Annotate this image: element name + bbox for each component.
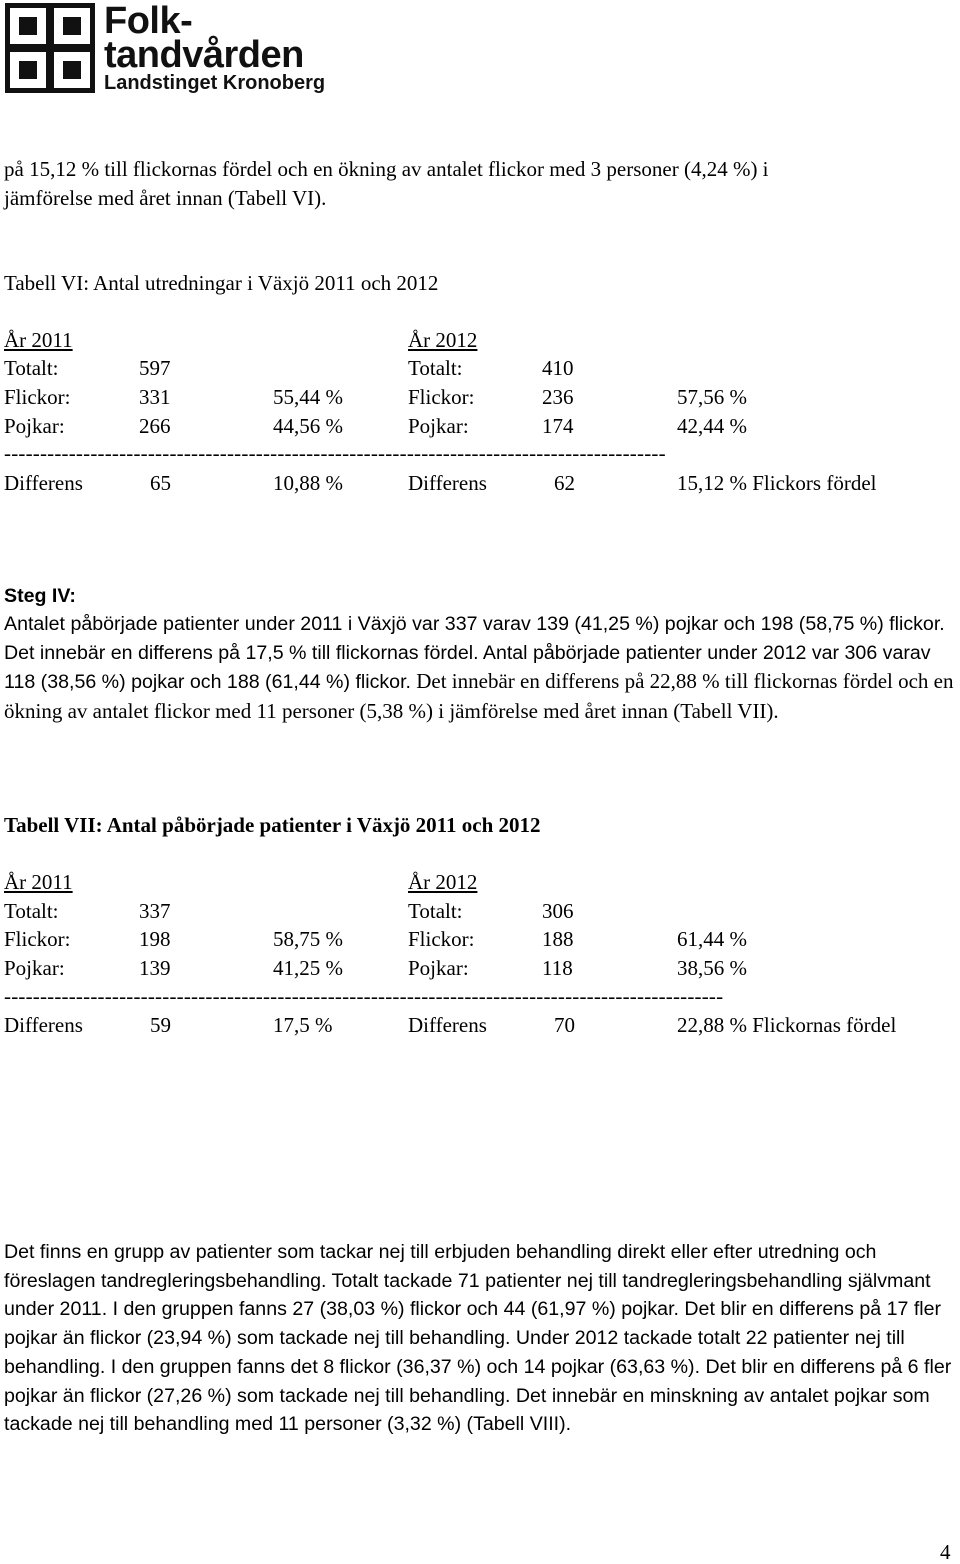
table-6-diff-pct-2012: 15,12 % Flickors fördel xyxy=(677,471,877,495)
table-7-pojkar-2011: 139 xyxy=(139,956,171,980)
table-7-pojkar-label-2012: Pojkar: xyxy=(408,956,469,980)
table-7-totalt-label-2011: Totalt: xyxy=(4,899,59,923)
table-7-flickor-label-2012: Flickor: xyxy=(408,927,475,951)
table-6-diff-label-2012: Differens xyxy=(408,471,487,495)
table-7-pojkar-label-2011: Pojkar: xyxy=(4,956,65,980)
table-6-pojkar-label-2012: Pojkar: xyxy=(408,414,469,438)
table-7-diff-label-2011: Differens xyxy=(4,1013,83,1037)
folktandvarden-logo-icon xyxy=(5,3,95,93)
table-7-totalt-label-2012: Totalt: xyxy=(408,899,463,923)
table-7-diff-2011: 59 xyxy=(150,1013,171,1037)
table-6-header-2012: År 2012 xyxy=(408,328,478,352)
table-7-pojkar-pct-2012: 38,56 % xyxy=(677,956,747,980)
page-number: 4 xyxy=(940,1540,951,1564)
table-6-pojkar-2011: 266 xyxy=(139,414,171,438)
table-7-header-2012: År 2012 xyxy=(408,870,478,894)
table-7-totalt-2011: 337 xyxy=(139,899,171,923)
table-6-header-2011: År 2011 xyxy=(4,328,73,352)
table-6-flickor-pct-2011: 55,44 % xyxy=(273,385,343,409)
table-6-title: Tabell VI: Antal utredningar i Växjö 201… xyxy=(4,271,439,295)
table-7-diff-pct-2012: 22,88 % Flickornas fördel xyxy=(677,1013,897,1037)
table-6-pojkar-2012: 174 xyxy=(542,414,574,438)
table-7-flickor-pct-2011: 58,75 % xyxy=(273,927,343,951)
table-6-totalt-2012: 410 xyxy=(542,356,574,380)
table-6-diff-2012: 62 xyxy=(554,471,575,495)
table-6-diff-pct-2011: 10,88 % xyxy=(273,471,343,495)
table-7-flickor-2011: 198 xyxy=(139,927,171,951)
intro-line-2: jämförelse med året innan (Tabell VI). xyxy=(4,186,327,210)
table-7-flickor-pct-2012: 61,44 % xyxy=(677,927,747,951)
table-6-flickor-2012: 236 xyxy=(542,385,574,409)
table-6-totalt-label-2012: Totalt: xyxy=(408,356,463,380)
table-6-separator: ----------------------------------------… xyxy=(4,443,666,464)
table-7-header-2011: År 2011 xyxy=(4,870,73,894)
steg-4-paragraph: Antalet påbörjade patienter under 2011 i… xyxy=(4,610,954,727)
table-6-pojkar-label-2011: Pojkar: xyxy=(4,414,65,438)
table-6-flickor-2011: 331 xyxy=(139,385,171,409)
table-7-pojkar-pct-2011: 41,25 % xyxy=(273,956,343,980)
table-7-title: Tabell VII: Antal påbörjade patienter i … xyxy=(4,813,541,837)
table-7-totalt-2012: 306 xyxy=(542,899,574,923)
table-6-flickor-label-2011: Flickor: xyxy=(4,385,71,409)
table-7-flickor-2012: 188 xyxy=(542,927,574,951)
table-6-flickor-pct-2012: 57,56 % xyxy=(677,385,747,409)
intro-line-1: på 15,12 % till flickornas fördel och en… xyxy=(4,157,769,181)
table-6-totalt-label-2011: Totalt: xyxy=(4,356,59,380)
table-6-flickor-label-2012: Flickor: xyxy=(408,385,475,409)
steg-4-text-part-1: Antalet påbörjade patienter under 2011 i… xyxy=(4,613,945,694)
table-6-diff-label-2011: Differens xyxy=(4,471,83,495)
table-6-pojkar-pct-2011: 44,56 % xyxy=(273,414,343,438)
steg-4-text-part-2: Det innebär en differens på 22,88 % till… xyxy=(4,669,954,724)
logo-line-2: tandvården xyxy=(104,34,304,76)
steg-4-heading: Steg IV: xyxy=(4,585,76,607)
logo-line-3: Landstinget Kronoberg xyxy=(104,72,326,94)
table-6-pojkar-pct-2012: 42,44 % xyxy=(677,414,747,438)
table-7-pojkar-2012: 118 xyxy=(542,956,573,980)
table-7-diff-label-2012: Differens xyxy=(408,1013,487,1037)
table-6-diff-2011: 65 xyxy=(150,471,171,495)
table-7-diff-pct-2011: 17,5 % xyxy=(273,1013,333,1037)
table-7-diff-2012: 70 xyxy=(554,1013,575,1037)
logo-line-1: Folk- xyxy=(104,0,193,42)
table-6-totalt-2011: 597 xyxy=(139,356,171,380)
closing-paragraph: Det finns en grupp av patienter som tack… xyxy=(4,1241,952,1436)
table-7-flickor-label-2011: Flickor: xyxy=(4,927,71,951)
table-7-separator: ----------------------------------------… xyxy=(4,986,724,1007)
